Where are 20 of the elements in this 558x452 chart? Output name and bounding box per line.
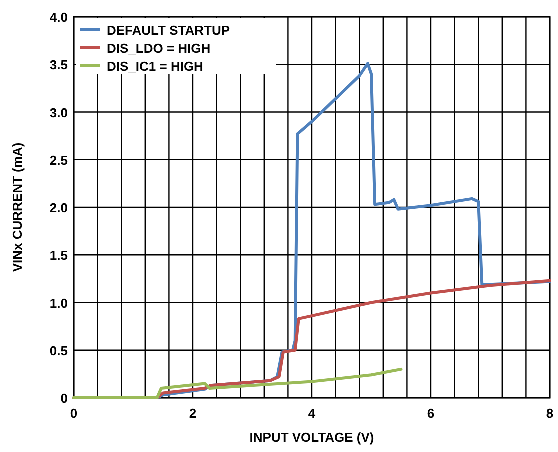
y-tick-label: 0.5: [50, 343, 68, 358]
y-tick-label: 1.0: [50, 296, 68, 311]
y-tick-label: 4.0: [50, 10, 68, 25]
y-tick-label: 0: [60, 391, 68, 406]
y-tick-label: 1.5: [50, 248, 68, 264]
legend-label: DIS_IC1 = HIGH: [107, 59, 204, 74]
line-series: [72, 368, 403, 400]
x-tick-label: 0: [70, 406, 78, 421]
x-axis-title: INPUT VOLTAGE (V): [250, 430, 374, 445]
y-tick-label: 2.5: [50, 152, 68, 168]
x-tick-label: 4: [308, 406, 316, 421]
x-tick-label: 8: [546, 406, 554, 421]
x-tick-label: 6: [427, 406, 435, 421]
legend-label: DEFAULT STARTUP: [107, 23, 230, 38]
x-tick-label: 2: [189, 406, 197, 421]
legend-label: DIS_LDO = HIGH: [107, 41, 211, 56]
y-axis-title: VINx CURRENT (mA): [10, 142, 25, 272]
y-tick-label: 2.0: [50, 200, 68, 216]
y-tick-label: 3.0: [50, 105, 68, 120]
y-tick-label: 3.5: [50, 58, 68, 73]
